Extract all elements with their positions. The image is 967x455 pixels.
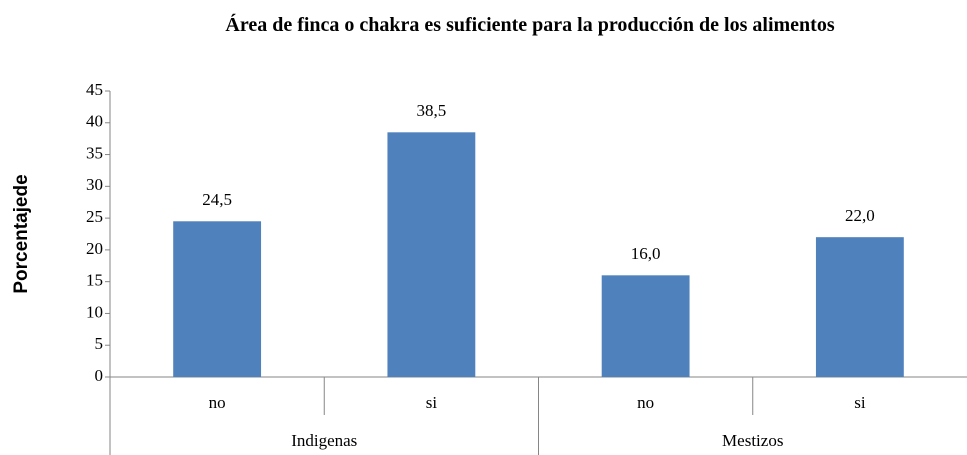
- y-tick-label: 15: [86, 271, 103, 290]
- y-tick-label: 25: [86, 207, 103, 226]
- bar: [815, 237, 904, 377]
- bar: [601, 275, 690, 377]
- value-label: 16,0: [631, 244, 661, 263]
- y-tick-label: 30: [86, 175, 103, 194]
- y-tick-label: 10: [86, 302, 103, 321]
- value-label: 38,5: [417, 101, 447, 120]
- value-label: 24,5: [202, 190, 232, 209]
- group-label: Indigenas: [291, 431, 357, 450]
- x-tick-label: no: [209, 393, 226, 412]
- x-tick-label: si: [426, 393, 438, 412]
- x-tick-label: si: [854, 393, 866, 412]
- chart-title: Área de finca o chakra es suficiente par…: [225, 14, 835, 36]
- y-axis-label: Porcentajede: [11, 174, 32, 293]
- y-tick-label: 0: [95, 366, 104, 385]
- y-tick-label: 35: [86, 143, 103, 162]
- y-tick-label: 20: [86, 239, 103, 258]
- x-tick-label: no: [637, 393, 654, 412]
- bar: [387, 132, 476, 377]
- y-tick-label: 40: [86, 112, 103, 131]
- value-label: 22,0: [845, 206, 875, 225]
- group-label: Mestizos: [722, 431, 783, 450]
- y-tick-label: 5: [95, 334, 104, 353]
- y-tick-label: 45: [86, 80, 103, 99]
- bar: [173, 221, 262, 377]
